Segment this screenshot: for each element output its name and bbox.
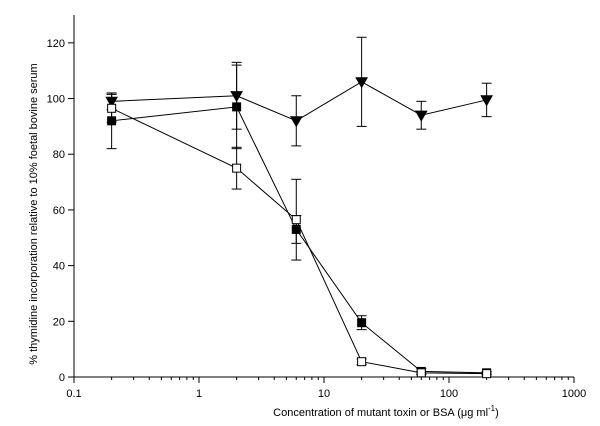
y-tick-label: 100 (47, 94, 65, 106)
x-tick-label: 100 (440, 388, 458, 400)
series-square-open (106, 93, 492, 379)
y-axis-label: % thymidine incorporation relative to 10… (28, 63, 40, 364)
data-point-triangle (289, 116, 303, 128)
y-tick-label: 20 (53, 316, 65, 328)
data-point-triangle (355, 77, 368, 89)
x-tick-label: 1 (196, 388, 202, 400)
data-point-square-open (107, 103, 117, 113)
series-line (111, 106, 487, 374)
series-layer (105, 36, 493, 379)
series-line (111, 107, 487, 375)
y-tick-label: 120 (47, 38, 65, 50)
y-tick-label: 40 (53, 261, 65, 273)
y-ticks: 0 20 40 60 80 100 120 (47, 38, 74, 384)
y-tick-label: 0 (59, 372, 65, 384)
data-point-square-open (416, 368, 426, 378)
x-tick-label: 10 (318, 388, 330, 400)
x-axis-label-close: ) (495, 407, 499, 419)
x-axis-label: Concentration of mutant toxin or BSA (μg… (273, 404, 499, 419)
x-axis-label-mu: μ (461, 407, 467, 419)
series-triangle-down (105, 36, 493, 147)
data-point-square-filled (232, 102, 242, 112)
x-axis-label-unit: g ml (467, 407, 488, 419)
data-point-square-open (357, 357, 367, 367)
data-point-square-open (232, 163, 242, 173)
plot-frame (73, 15, 574, 378)
x-tick-label: 0.1 (66, 388, 81, 400)
x-tick-label: 1000 (562, 388, 586, 400)
data-point-triangle (480, 95, 493, 107)
y-tick-label: 60 (53, 205, 65, 217)
data-point-triangle (414, 110, 428, 122)
x-axis-label-sup: -1 (488, 404, 496, 413)
y-tick-label: 80 (53, 149, 65, 161)
data-point-square-open (482, 369, 492, 379)
x-axis-label-main: Concentration of mutant toxin or BSA ( (273, 407, 461, 419)
data-point-square-open (291, 215, 301, 225)
series-line (111, 81, 487, 122)
x-ticks: 0.1 1 10 100 1000 (66, 377, 586, 400)
data-point-square-filled (357, 318, 367, 328)
